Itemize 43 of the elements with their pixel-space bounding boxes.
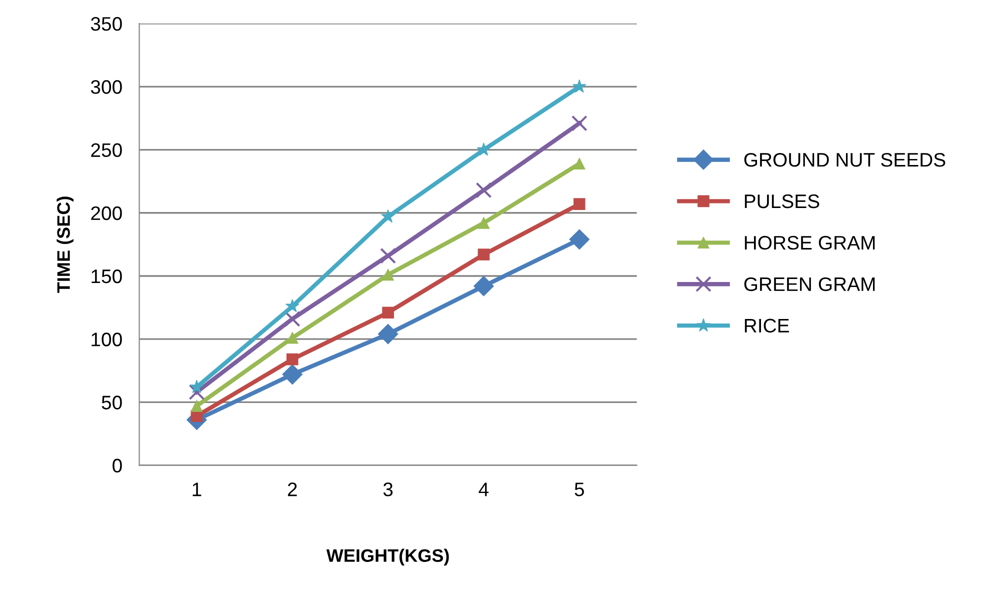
point [190,380,204,394]
point [190,400,203,412]
point [381,209,396,223]
y-tick-label: 300 [90,80,122,94]
point [478,217,490,229]
x-axis-title: WEIGHT(KGS) [326,548,449,566]
legend-label: HORSE GRAM [744,236,875,250]
point [285,298,300,312]
point [188,384,205,400]
x-tick-label: 5 [574,482,584,496]
point [573,198,586,210]
point [569,229,590,250]
y-tick-label: 100 [92,332,122,346]
point [378,324,398,344]
point [284,310,300,327]
point [478,248,490,260]
legend-label: GROUND NUT SEEDS [744,152,946,167]
x-tick-label: 4 [478,482,489,496]
point [572,79,586,93]
x-tick-label: 3 [383,482,393,496]
point [382,306,394,318]
y-tick-label: 200 [91,206,122,220]
point [476,182,492,198]
point [380,248,396,264]
y-axis-title: TIME (SEC) [56,196,74,293]
y-tick-label: 350 [90,17,122,31]
point [286,353,298,366]
point [282,364,303,385]
x-tick-label: 1 [192,482,202,496]
x-tick-label: 2 [288,482,297,496]
point [286,332,298,344]
legend-label: RICE [744,318,789,333]
y-tick-label: 0 [112,458,122,473]
point [573,158,586,170]
y-tick-label: 50 [102,396,122,410]
point [476,142,491,156]
legend-label: GREEN GRAM [744,277,875,292]
point [382,268,394,281]
y-tick-label: 150 [92,269,122,284]
legend-label: PULSES [744,194,820,208]
point [571,115,588,132]
point [474,276,494,296]
y-tick-label: 250 [91,143,122,158]
